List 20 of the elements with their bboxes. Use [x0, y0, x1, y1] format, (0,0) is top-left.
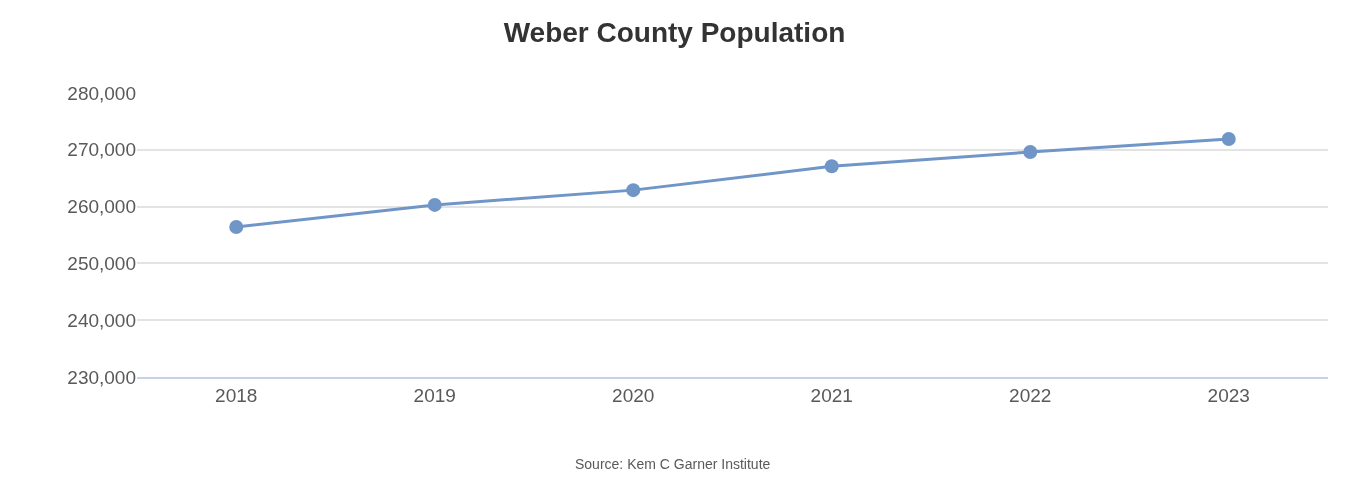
- y-tick-label: 250,000: [67, 253, 136, 275]
- point: [824, 159, 839, 174]
- x-tick-label: 2023: [1207, 384, 1250, 406]
- y-tick-label: 240,000: [67, 309, 136, 331]
- point: [1023, 145, 1038, 160]
- y-tick-label: 230,000: [67, 366, 136, 388]
- y-tick-label: 260,000: [67, 196, 136, 218]
- y-tick-label: 270,000: [67, 139, 136, 161]
- chart-title: Weber County Population: [503, 16, 846, 48]
- x-tick-label: 2021: [810, 384, 853, 406]
- point: [626, 183, 641, 198]
- x-tick-label: 2018: [215, 384, 258, 406]
- x-tick-label: 2022: [1009, 384, 1052, 406]
- x-tick-label: 2020: [612, 384, 655, 406]
- point: [229, 220, 244, 235]
- point: [1221, 132, 1236, 146]
- point: [427, 197, 442, 212]
- x-tick-label: 2019: [413, 384, 456, 406]
- source-note: Source: Kem C Garner Institute: [575, 456, 771, 472]
- y-tick-label: 280,000: [67, 82, 136, 104]
